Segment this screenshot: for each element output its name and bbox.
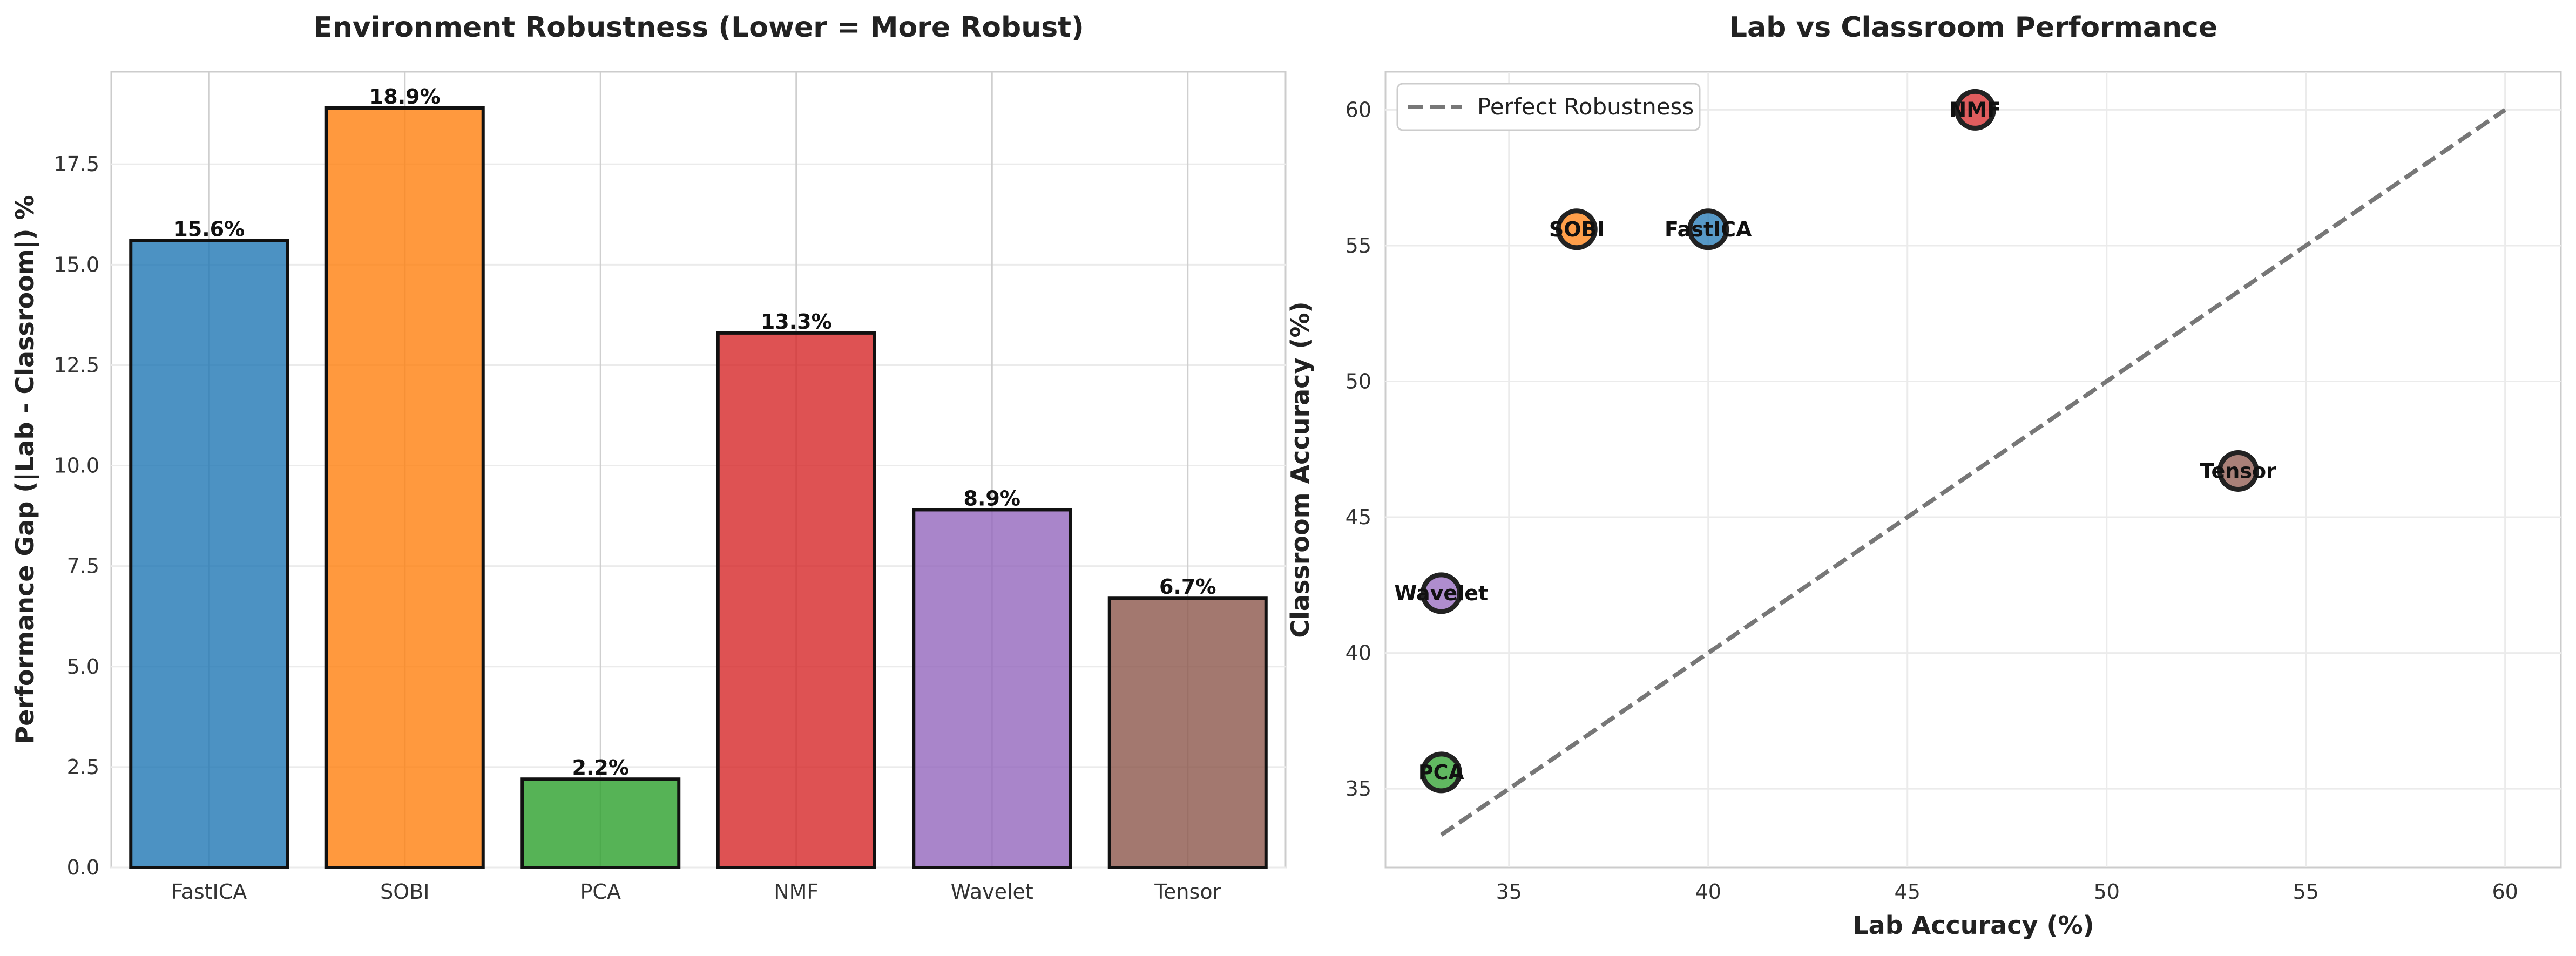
scatter-y-tick-label: 55: [1346, 234, 1371, 257]
bar-value-label: 6.7%: [1159, 575, 1216, 599]
scatter-y-tick-label: 45: [1346, 505, 1371, 529]
scatter-y-tick-label: 40: [1346, 641, 1371, 665]
scatter-y-ticks: 35 40 45 50 55 60: [1346, 98, 1371, 801]
bar-y-tick-label: 7.5: [67, 554, 99, 578]
bar-tensor: [1107, 596, 1268, 869]
scatter-y-tick-label: 35: [1346, 777, 1371, 801]
bar-x-ticks: FastICA SOBI PCA NMF Wavelet Tensor: [171, 880, 1221, 904]
bar-x-tick-label: SOBI: [380, 880, 429, 904]
bar-y-tick-label: 5.0: [67, 655, 99, 679]
legend: Perfect Robustness: [1396, 83, 1701, 131]
point-sobi: [1556, 208, 1598, 250]
bar-x-tick-label: PCA: [580, 880, 621, 904]
scatter-x-tick-label: 50: [2094, 880, 2120, 904]
point-label: SOBI: [1549, 218, 1605, 241]
point-fastica: [1687, 208, 1729, 250]
scatter-chart-title: Lab vs Classroom Performance: [1729, 11, 2217, 44]
bar-chart-title: Environment Robustness (Lower = More Rob…: [313, 11, 1084, 44]
bar-nmf: [716, 331, 876, 869]
bar-series: 15.6% 18.9% 2.2% 13.3% 8.9% 6.7%: [129, 85, 1268, 870]
perfect-robustness-line: [1440, 108, 2506, 837]
bar-value-label: 18.9%: [369, 85, 441, 109]
bar-plot-area: [110, 71, 1287, 869]
bar-wavelet: [912, 508, 1072, 869]
scatter-x-ticks: 35 40 45 50 55 60: [1496, 880, 2518, 904]
bar-y-ticks: 0.0 2.5 5.0 7.5 10.0 12.5 15.0 17.5: [53, 152, 99, 879]
bar-y-axis-label: Performance Gap (|Lab - Classroom|) %: [10, 195, 40, 744]
point-label: Tensor: [2200, 459, 2276, 483]
bar-y-tick-label: 15.0: [53, 253, 99, 276]
point-label: FastICA: [1665, 218, 1752, 241]
point-label: Wavelet: [1394, 581, 1488, 605]
bar-x-tick-label: NMF: [774, 880, 819, 904]
bar-y-tick-label: 17.5: [53, 152, 99, 176]
scatter-y-tick-label: 50: [1346, 370, 1371, 394]
point-label: NMF: [1949, 98, 2001, 121]
point-label: PCA: [1418, 761, 1465, 784]
bar-value-label: 15.6%: [173, 218, 245, 241]
point-tensor: [2217, 450, 2259, 492]
bar-chart-panel: Environment Robustness (Lower = More Rob…: [10, 11, 1287, 904]
bar-value-label: 8.9%: [964, 486, 1020, 510]
bar-x-tick-label: FastICA: [171, 880, 247, 904]
bar-value-label: 2.2%: [572, 756, 629, 779]
bar-value-label: 13.3%: [761, 310, 832, 334]
scatter-y-axis-label: Classroom Accuracy (%): [1286, 301, 1315, 638]
scatter-plot-area: [1384, 71, 2562, 869]
scatter-x-tick-label: 55: [2293, 880, 2319, 904]
bar-x-tick-label: Wavelet: [951, 880, 1033, 904]
scatter-points: FastICA SOBI PCA NMF Wavelet Tensor: [1394, 89, 2276, 794]
bar-sobi: [324, 106, 485, 869]
point-wavelet: [1420, 572, 1462, 614]
bar-y-tick-label: 10.0: [53, 454, 99, 478]
scatter-x-axis-label: Lab Accuracy (%): [1852, 911, 2094, 940]
bar-x-tick-label: Tensor: [1154, 880, 1221, 904]
bar-y-tick-label: 12.5: [53, 353, 99, 377]
point-nmf: [1954, 89, 1996, 131]
scatter-chart-panel: Lab vs Classroom Performance FastICA SOBI…: [1286, 11, 2562, 940]
scatter-y-tick-label: 60: [1346, 98, 1371, 121]
scatter-x-tick-label: 45: [1895, 880, 1921, 904]
bar-y-tick-label: 0.0: [67, 856, 99, 879]
point-pca: [1420, 751, 1462, 794]
bar-y-tick-label: 2.5: [67, 755, 99, 779]
bar-fastica: [129, 239, 289, 870]
legend-entry-perfect-robustness: Perfect Robustness: [1477, 93, 1694, 120]
scatter-x-tick-label: 35: [1496, 880, 1522, 904]
scatter-x-tick-label: 60: [2492, 880, 2518, 904]
bar-pca: [520, 777, 681, 869]
scatter-x-tick-label: 40: [1695, 880, 1721, 904]
legend-box: [1396, 83, 1701, 131]
